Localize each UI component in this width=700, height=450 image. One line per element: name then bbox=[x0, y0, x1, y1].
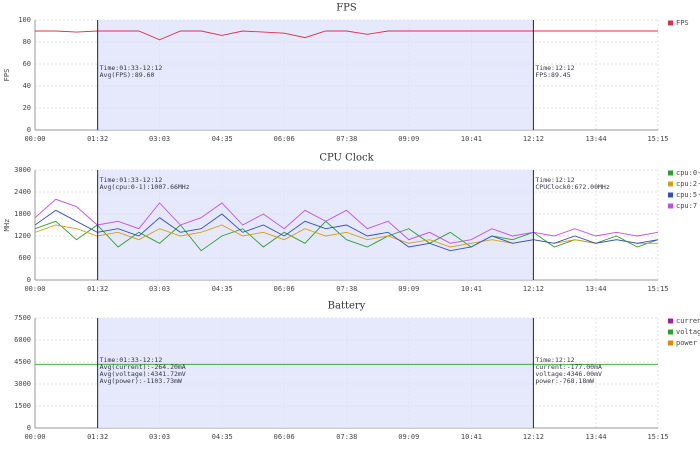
x-tick-label: 09:09 bbox=[398, 433, 419, 441]
chart-title: FPS bbox=[336, 3, 357, 14]
annotation: Time:12:12 bbox=[535, 64, 574, 72]
x-tick-label: 09:09 bbox=[398, 135, 419, 143]
x-tick-label: 07:38 bbox=[336, 285, 357, 293]
y-tick-label: 3000 bbox=[14, 166, 31, 174]
x-tick-label: 12:12 bbox=[523, 135, 544, 143]
annotation: Avg(voltage):4341.72mV bbox=[100, 370, 186, 378]
x-tick-label: 12:12 bbox=[523, 285, 544, 293]
y-tick-label: 6000 bbox=[14, 336, 31, 344]
x-tick-label: 15:15 bbox=[647, 433, 668, 441]
legend-label: power bbox=[676, 339, 697, 347]
x-tick-label: 04:35 bbox=[212, 433, 233, 441]
plot bbox=[35, 363, 658, 432]
x-tick-label: 04:35 bbox=[212, 135, 233, 143]
x-tick-label: 01:32 bbox=[87, 285, 108, 293]
legend-swatch bbox=[668, 203, 673, 209]
selection-shade bbox=[97, 20, 534, 130]
y-axis-label: FPS bbox=[3, 69, 11, 82]
annotation: Time:01:33-12:12 bbox=[100, 64, 163, 72]
x-tick-label: 10:41 bbox=[461, 433, 482, 441]
y-tick-label: 2400 bbox=[14, 188, 31, 196]
annotation: Avg(cpu:0-1):1007.66MHz bbox=[100, 183, 190, 191]
y-tick-label: 0 bbox=[27, 276, 31, 284]
y-tick-label: 80 bbox=[23, 38, 31, 46]
x-tick-label: 04:35 bbox=[212, 285, 233, 293]
legend-swatch bbox=[668, 20, 673, 26]
y-tick-label: 1200 bbox=[14, 232, 31, 240]
series-line bbox=[35, 220, 658, 252]
x-tick-label: 03:03 bbox=[149, 433, 170, 441]
legend-swatch bbox=[668, 192, 673, 198]
x-tick-label: 06:06 bbox=[274, 285, 295, 293]
plot bbox=[35, 30, 658, 41]
x-tick-label: 07:38 bbox=[336, 433, 357, 441]
x-tick-label: 01:32 bbox=[87, 433, 108, 441]
x-tick-label: 13:44 bbox=[586, 285, 607, 293]
y-axis-label: MHz bbox=[3, 219, 11, 232]
x-tick-label: 06:06 bbox=[274, 433, 295, 441]
y-tick-label: 1500 bbox=[14, 402, 31, 410]
y-tick-label: 0 bbox=[27, 424, 31, 432]
x-tick-label: 13:44 bbox=[586, 433, 607, 441]
y-tick-label: 4500 bbox=[14, 358, 31, 366]
y-tick-label: 3000 bbox=[14, 380, 31, 388]
x-tick-label: 13:44 bbox=[586, 135, 607, 143]
legend-label: FPS bbox=[676, 19, 689, 27]
legend-swatch bbox=[668, 181, 673, 187]
x-tick-label: 00:00 bbox=[24, 285, 45, 293]
annotation: Time:12:12 bbox=[535, 356, 574, 364]
plot bbox=[35, 198, 658, 252]
x-tick-label: 01:32 bbox=[87, 135, 108, 143]
legend-label: current bbox=[676, 317, 700, 325]
annotation: Time:01:33-12:12 bbox=[100, 176, 163, 184]
y-tick-label: 100 bbox=[18, 16, 31, 24]
selection-shade bbox=[97, 318, 534, 428]
y-tick-label: 20 bbox=[23, 104, 31, 112]
chart-title: CPU Clock bbox=[319, 153, 374, 164]
legend-swatch bbox=[668, 329, 673, 335]
y-tick-label: 60 bbox=[23, 60, 31, 68]
x-tick-label: 03:03 bbox=[149, 135, 170, 143]
x-tick-label: 03:03 bbox=[149, 285, 170, 293]
x-tick-label: 00:00 bbox=[24, 433, 45, 441]
legend-label: cpu:5-6 bbox=[676, 191, 700, 199]
legend-swatch bbox=[668, 340, 673, 346]
x-tick-label: 09:09 bbox=[398, 285, 419, 293]
annotation: Avg(power):-1103.73mW bbox=[100, 377, 182, 385]
annotation: current:-177.00mA bbox=[535, 363, 602, 371]
x-tick-label: 06:06 bbox=[274, 135, 295, 143]
x-tick-label: 12:12 bbox=[523, 433, 544, 441]
x-tick-label: 15:15 bbox=[647, 285, 668, 293]
y-tick-label: 7500 bbox=[14, 314, 31, 322]
annotation: Time:01:33-12:12 bbox=[100, 356, 163, 364]
y-tick-label: 40 bbox=[23, 82, 31, 90]
legend-swatch bbox=[668, 170, 673, 176]
legend-swatch bbox=[668, 318, 673, 324]
annotation: Avg(current):-264.20mA bbox=[100, 363, 186, 371]
legend-label: cpu:0-1 bbox=[676, 169, 700, 177]
x-tick-label: 07:38 bbox=[336, 135, 357, 143]
series-line bbox=[35, 198, 658, 244]
series-line bbox=[35, 30, 658, 41]
series-line bbox=[35, 431, 658, 432]
y-tick-label: 0 bbox=[27, 126, 31, 134]
y-tick-label: 1800 bbox=[14, 210, 31, 218]
annotation: CPUClock0:672.00MHz bbox=[535, 183, 609, 191]
x-tick-label: 15:15 bbox=[647, 135, 668, 143]
x-tick-label: 00:00 bbox=[24, 135, 45, 143]
legend-label: voltage bbox=[676, 328, 700, 336]
legend-label: cpu:2-4 bbox=[676, 180, 700, 188]
y-tick-label: 600 bbox=[18, 254, 31, 262]
annotation: FPS:89.45 bbox=[535, 71, 570, 79]
legend-label: cpu:7 bbox=[676, 202, 697, 210]
annotation: voltage:4346.00mV bbox=[535, 370, 602, 378]
x-tick-label: 10:41 bbox=[461, 135, 482, 143]
x-tick-label: 10:41 bbox=[461, 285, 482, 293]
chart-title: Battery bbox=[328, 301, 366, 312]
series-line bbox=[35, 209, 658, 252]
annotation: power:-768.18mW bbox=[535, 377, 594, 385]
annotation: Time:12:12 bbox=[535, 176, 574, 184]
annotation: Avg(FPS):89.60 bbox=[100, 71, 155, 79]
